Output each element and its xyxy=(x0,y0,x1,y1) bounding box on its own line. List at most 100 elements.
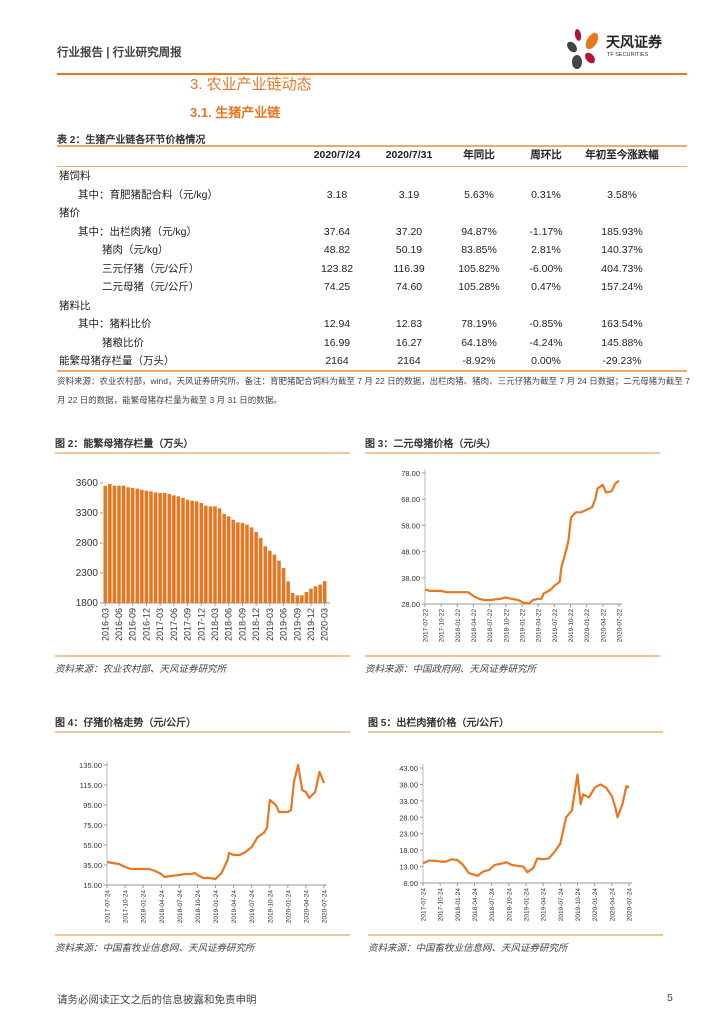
x-tick-label: 2019-10-24 xyxy=(267,890,274,924)
y-tick-label: 28.00 xyxy=(399,813,418,822)
fig5-source: 资料来源：中国畜牧业信息网、天风证券研究所 xyxy=(368,943,568,954)
x-tick-label: 2017-10-24 xyxy=(123,890,130,924)
table-cell: 3.58% xyxy=(607,188,637,201)
bar xyxy=(199,502,204,603)
row-label: 其中：出栏肉猪（元/kg） xyxy=(78,225,198,238)
bar xyxy=(167,493,172,603)
bar xyxy=(245,524,249,603)
x-tick-label: 2020-04-22 xyxy=(600,609,607,643)
table-cell: 163.54% xyxy=(601,318,643,330)
x-tick-label: 2020-01-24 xyxy=(592,888,599,922)
row-label: 三元仔猪（元/公斤） xyxy=(102,262,200,275)
table-bottom-rule xyxy=(57,370,687,372)
bar xyxy=(190,500,194,603)
bar xyxy=(295,595,300,603)
table-cell: -0.85% xyxy=(529,318,563,330)
bar xyxy=(185,499,190,603)
bar xyxy=(226,516,231,603)
x-tick-label: 2016-12 xyxy=(141,608,151,641)
bar xyxy=(126,487,130,603)
row-label: 猪饲料 xyxy=(59,170,91,182)
x-tick-label: 2019-01-24 xyxy=(213,890,220,924)
x-tick-label: 2020-03 xyxy=(320,608,330,641)
bar xyxy=(130,487,135,603)
bar xyxy=(318,584,322,603)
table-cell: 2.81% xyxy=(531,244,561,256)
tf-securities-logo xyxy=(567,29,599,69)
x-tick-label: 2019-10-24 xyxy=(575,888,582,922)
x-tick-label: 2017-06 xyxy=(169,608,179,641)
table-row: 三元仔猪（元/公斤） 123.82 116.39 105.82% -6.00% 404.7… xyxy=(57,260,687,279)
x-tick-label: 2018-10-24 xyxy=(195,890,202,924)
bar xyxy=(153,492,158,603)
bar xyxy=(176,496,181,603)
y-tick-label: 8.00 xyxy=(403,879,418,888)
x-tick-label: 2020-07-22 xyxy=(617,609,624,643)
bar xyxy=(254,532,258,603)
fig3-bottom-rule xyxy=(365,655,660,657)
x-tick-label: 2019-07-24 xyxy=(558,888,565,922)
bar xyxy=(162,493,167,603)
y-tick-label: 33.00 xyxy=(399,797,418,806)
table-cell: 185.93% xyxy=(601,225,643,238)
fig2-title-rule xyxy=(55,452,350,454)
row-label: 其中：猪料比价 xyxy=(78,318,152,330)
bar xyxy=(290,592,295,603)
y-tick-label: 68.00 xyxy=(401,495,420,504)
subsection-heading: 3.1. 生猪产业链 xyxy=(190,105,281,120)
header-rule xyxy=(57,166,687,167)
x-tick-label: 2019-06 xyxy=(279,608,289,641)
column-header: 周环比 xyxy=(530,149,562,161)
y-tick-label: 28.00 xyxy=(401,600,420,609)
x-tick-label: 2019-12 xyxy=(306,608,316,641)
y-tick-label: 2800 xyxy=(76,538,99,549)
table-cell: 0.31% xyxy=(531,188,561,201)
x-tick-label: 2017-07-24 xyxy=(421,888,428,922)
y-tick-label: 115.00 xyxy=(80,781,102,790)
x-tick-label: 2019-07-22 xyxy=(552,609,559,643)
x-tick-label: 2018-03 xyxy=(210,608,220,641)
bar xyxy=(231,519,236,603)
table-note: 资料来源：农业农村部，wind，天风证券研究所。备注：育肥猪配合饲料为截至 7 … xyxy=(57,376,690,405)
x-tick-label: 2020-04-24 xyxy=(609,888,616,922)
x-tick-label: 2020-07-24 xyxy=(627,888,634,922)
x-tick-label: 2019-10-22 xyxy=(568,609,575,643)
table-cell: 74.60 xyxy=(395,281,423,293)
price-line xyxy=(424,479,620,605)
y-tick-label: 35.00 xyxy=(83,861,102,870)
fig3-title: 图 3：二元母猪价格（元/头） xyxy=(365,439,497,450)
table-cell: 145.88% xyxy=(601,336,643,349)
x-tick-label: 2017-07-24 xyxy=(105,890,112,924)
table-row: 其中：出栏肉猪（元/kg） 37.64 37.20 94.87% -1.17% 185.9… xyxy=(57,223,687,242)
x-tick-label: 2017-10-24 xyxy=(438,888,445,922)
x-tick-label: 2016-06 xyxy=(114,608,124,641)
fig2-bottom-rule xyxy=(55,655,350,657)
table-cell: 105.82% xyxy=(458,262,500,275)
table-cell: 140.37% xyxy=(601,244,643,256)
brand-name: 天风证券 xyxy=(606,34,662,50)
y-tick-label: 38.00 xyxy=(399,780,418,789)
x-tick-label: 2019-04-22 xyxy=(536,609,543,643)
bar xyxy=(213,506,217,603)
bar xyxy=(322,581,327,603)
x-tick-label: 2017-09 xyxy=(183,608,193,641)
table-cell: 116.39 xyxy=(393,262,425,275)
fig5-title: 图 5：出栏肉猪价格（元/公斤） xyxy=(368,718,510,729)
y-tick-label: 1800 xyxy=(76,598,99,609)
x-tick-label: 2018-04-24 xyxy=(159,890,166,924)
fig2-source: 资料来源：农业农村部、天风证券研究所 xyxy=(55,664,227,675)
row-label: 猪肉（元/kg） xyxy=(102,244,169,256)
table-row: 猪饲料 xyxy=(57,167,687,186)
table-row: 猪肉（元/kg） 48.82 50.19 83.85% 2.81% 140.37% xyxy=(57,241,687,260)
table-cell: 105.28% xyxy=(458,281,500,293)
y-tick-label: 75.00 xyxy=(83,821,102,830)
table-cell: 74.25 xyxy=(323,281,351,293)
bar xyxy=(313,586,318,603)
x-tick-label: 2018-10-24 xyxy=(506,888,513,922)
x-tick-label: 2018-01-22 xyxy=(455,609,462,643)
table-cell: 404.73% xyxy=(601,262,643,275)
price-line xyxy=(422,773,630,877)
row-label: 猪料比 xyxy=(59,299,91,312)
table-cell: 37.20 xyxy=(395,225,423,238)
table-cell: 37.64 xyxy=(323,225,351,238)
